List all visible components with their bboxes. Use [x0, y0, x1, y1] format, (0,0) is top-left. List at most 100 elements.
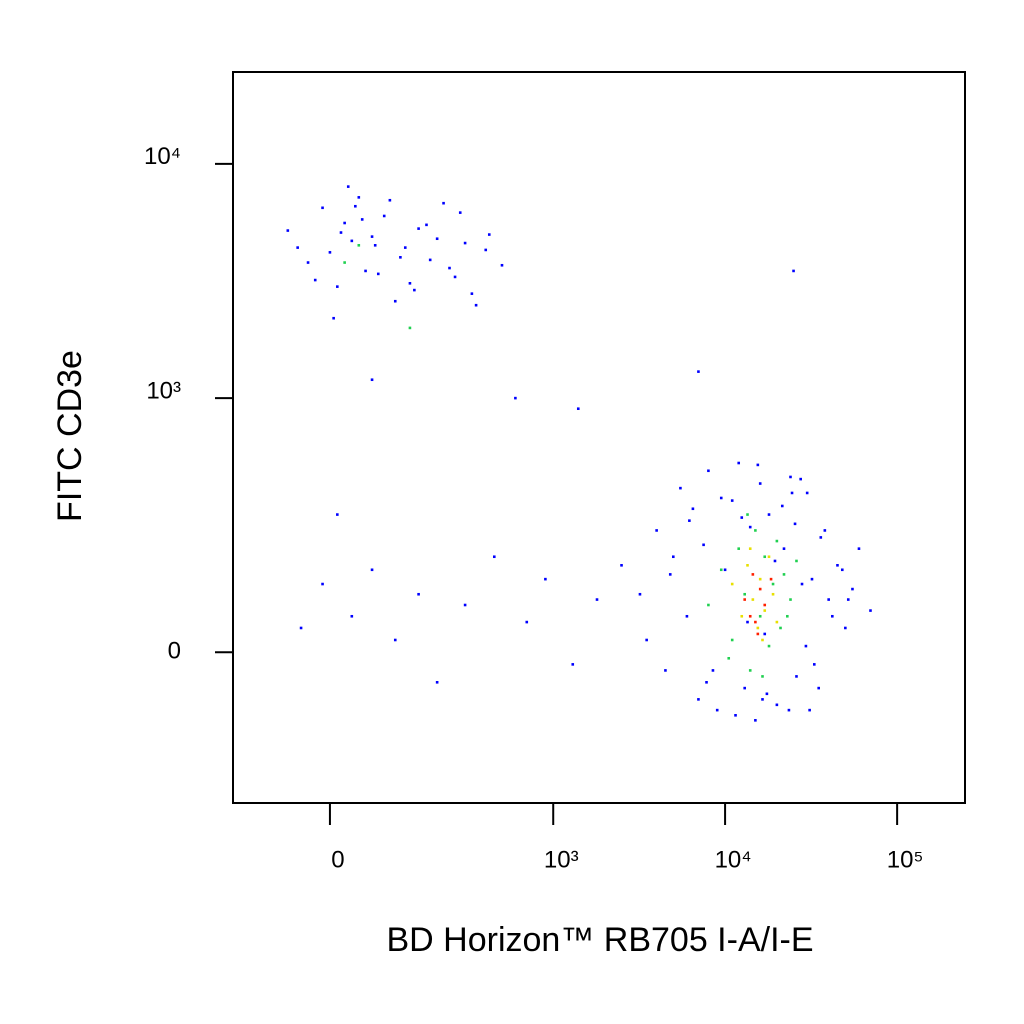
plot-frame — [232, 71, 966, 804]
point — [869, 609, 872, 612]
point — [685, 614, 689, 618]
point — [425, 223, 428, 227]
y-axis-title: FITC CD3e — [51, 350, 89, 522]
point — [740, 516, 744, 519]
point — [782, 573, 786, 576]
point — [771, 582, 775, 586]
point — [786, 614, 789, 618]
point — [780, 504, 784, 508]
point — [767, 644, 771, 648]
x-tick-label: 10⁵ — [887, 846, 924, 873]
point — [758, 577, 762, 581]
point — [620, 564, 623, 567]
point — [299, 626, 303, 630]
point — [702, 543, 705, 547]
point — [357, 244, 361, 247]
point — [668, 573, 672, 576]
point — [769, 577, 773, 581]
point — [743, 686, 746, 690]
x-tick-label: 10⁴ — [715, 846, 752, 873]
point — [707, 469, 710, 473]
point — [812, 663, 816, 666]
point — [408, 281, 412, 285]
point — [313, 278, 317, 282]
point — [321, 582, 324, 586]
point — [840, 568, 844, 572]
point — [711, 669, 715, 672]
point — [773, 559, 777, 563]
point — [393, 638, 397, 642]
point — [761, 675, 764, 678]
point — [819, 536, 823, 539]
point — [763, 603, 767, 607]
point — [758, 614, 762, 618]
point — [805, 491, 809, 495]
point — [435, 681, 439, 684]
point — [544, 577, 547, 581]
y-tick-label: 10³ — [146, 377, 181, 404]
point — [448, 266, 451, 270]
point — [831, 614, 834, 618]
point — [328, 251, 332, 254]
point — [458, 211, 462, 214]
point — [370, 568, 374, 572]
point — [730, 499, 734, 502]
point — [688, 519, 691, 522]
point — [382, 214, 386, 218]
point — [435, 237, 439, 241]
point — [827, 598, 830, 601]
point — [792, 269, 795, 273]
point — [737, 547, 741, 550]
point — [492, 555, 496, 559]
point — [500, 263, 504, 267]
point — [748, 614, 752, 618]
point — [364, 269, 367, 273]
point — [417, 227, 420, 230]
point — [823, 529, 827, 532]
point — [767, 513, 771, 516]
point — [470, 292, 474, 295]
point — [727, 656, 731, 660]
point — [645, 638, 648, 642]
point — [697, 698, 700, 701]
point — [691, 507, 695, 511]
point — [844, 626, 847, 630]
point — [787, 708, 791, 712]
point — [428, 258, 432, 262]
point — [779, 626, 782, 630]
point — [808, 708, 811, 712]
point — [336, 285, 339, 288]
y-tick-label: 0 — [168, 638, 181, 665]
point — [707, 603, 710, 607]
point — [763, 632, 767, 636]
point — [339, 231, 343, 234]
point — [463, 241, 467, 245]
point — [487, 233, 491, 236]
point — [851, 587, 854, 591]
point — [399, 256, 402, 259]
point — [679, 486, 682, 490]
point — [370, 378, 374, 382]
point — [746, 513, 749, 516]
point — [332, 316, 335, 320]
point — [751, 598, 755, 601]
point — [761, 638, 764, 642]
point — [754, 529, 757, 532]
point — [671, 555, 675, 559]
point — [817, 686, 820, 690]
point — [357, 196, 361, 199]
point — [376, 272, 380, 276]
point — [756, 463, 760, 467]
point — [723, 568, 727, 572]
point — [846, 598, 850, 601]
point — [763, 609, 767, 612]
point — [306, 261, 310, 264]
point — [746, 620, 749, 624]
point — [795, 675, 798, 678]
point — [370, 235, 374, 238]
point — [321, 206, 324, 210]
point — [756, 626, 760, 630]
point — [463, 603, 467, 607]
point — [393, 299, 397, 303]
point — [754, 620, 757, 624]
